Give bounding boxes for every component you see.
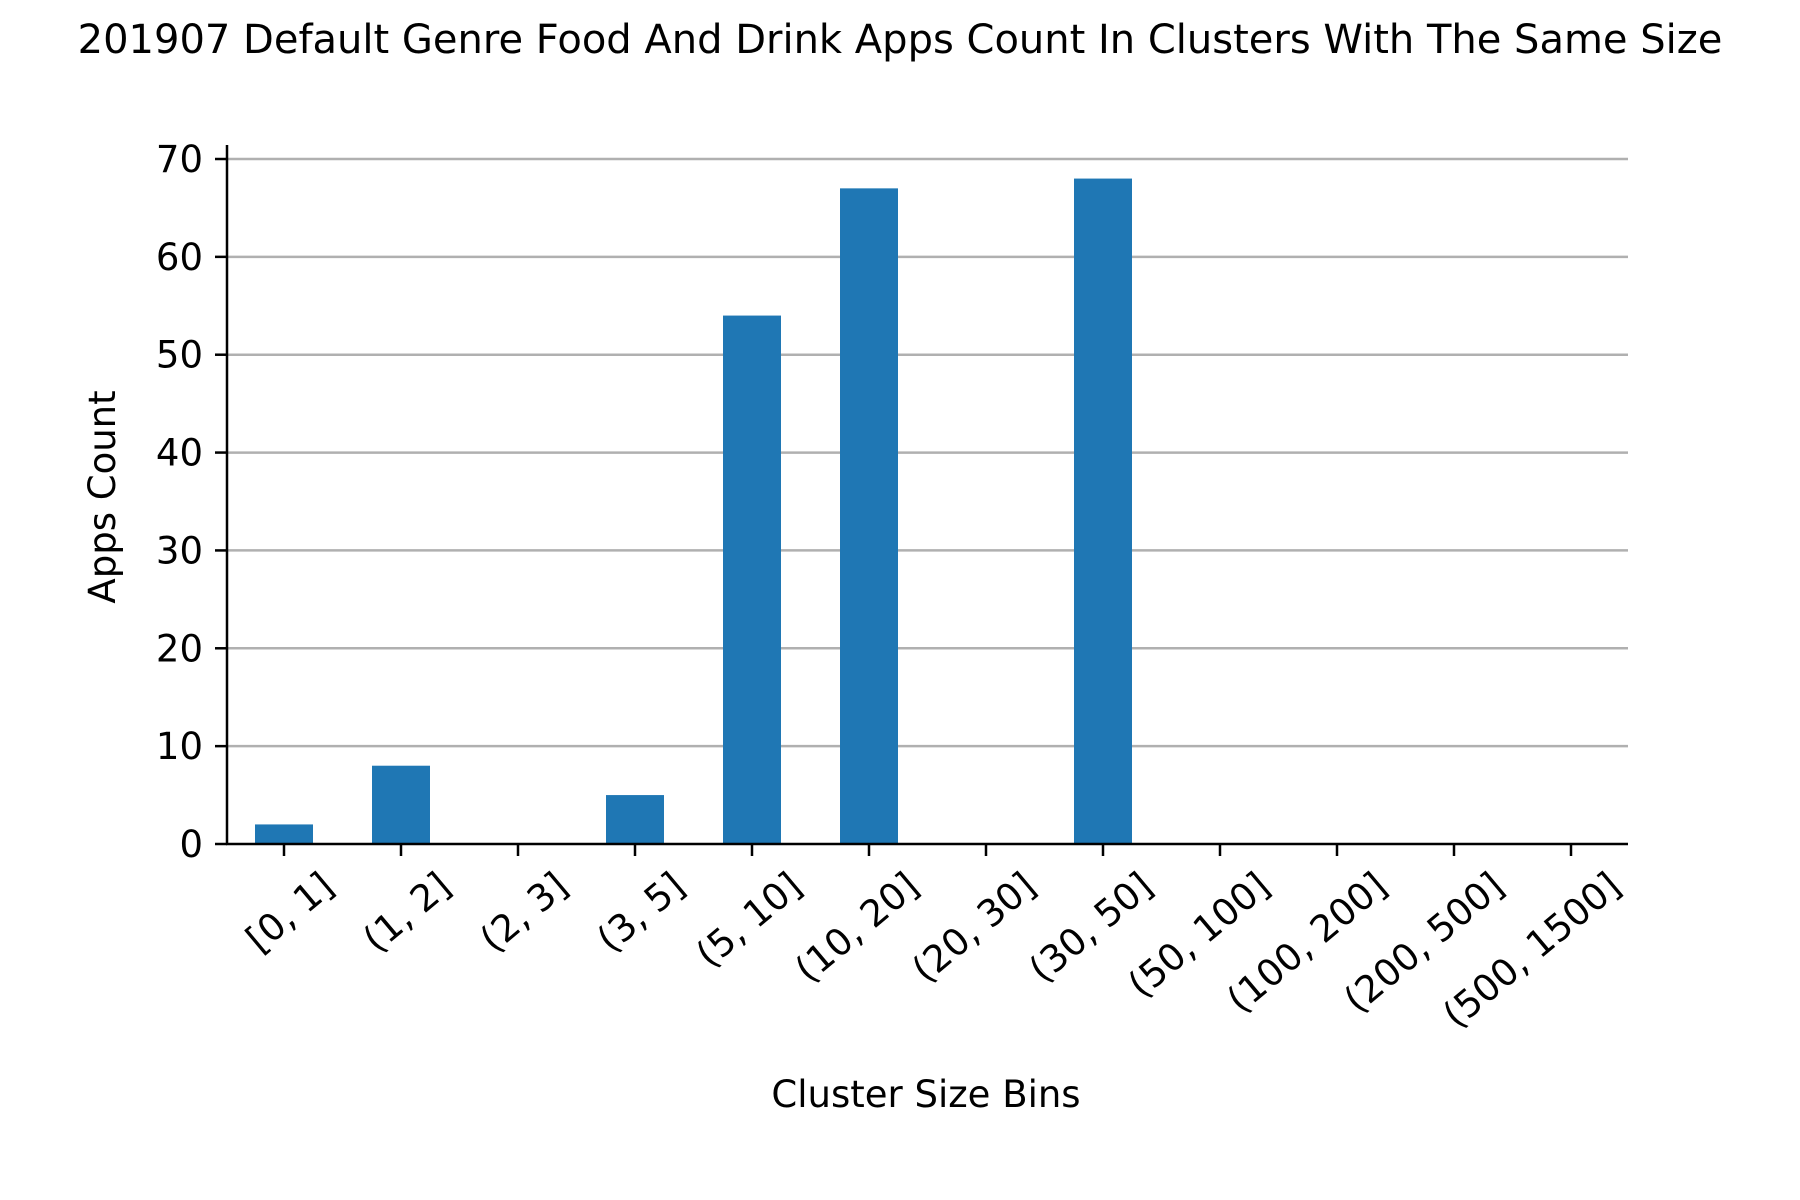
bar	[606, 795, 664, 844]
chart-title: 201907 Default Genre Food And Drink Apps…	[78, 17, 1723, 63]
x-axis-label: Cluster Size Bins	[771, 1073, 1080, 1116]
bar	[723, 315, 781, 845]
x-tick-label: [0, 1]	[238, 864, 342, 961]
y-tick-label: 40	[156, 432, 203, 475]
y-tick-label: 20	[156, 627, 203, 670]
x-tick-label: (20, 30]	[904, 864, 1044, 991]
grid-lines	[227, 157, 1628, 748]
y-tick-label: 70	[156, 138, 203, 181]
y-tick-label: 10	[156, 725, 203, 768]
y-tick-label: 60	[156, 236, 203, 279]
x-tick-label: (1, 2]	[355, 864, 459, 961]
y-tick-label: 50	[156, 334, 203, 377]
bar	[255, 824, 313, 844]
y-axis-label: Apps Count	[81, 390, 124, 603]
x-tick-label: (2, 3]	[472, 864, 576, 961]
bars	[255, 178, 1132, 845]
bar	[1074, 178, 1132, 845]
y-tick-label: 0	[179, 823, 203, 866]
bar	[372, 765, 430, 844]
axes	[225, 145, 1628, 846]
bar	[840, 188, 898, 844]
y-tick-label: 30	[156, 529, 203, 572]
y-axis-ticks: 0 10 20 30 40 50 60 70	[156, 138, 227, 866]
x-tick-label: (3, 5]	[589, 864, 693, 961]
x-tick-label: (10, 20]	[787, 864, 927, 991]
x-axis-ticks: [0, 1] (1, 2] (2, 3] (3, 5](5, 10](10, 20](…	[238, 844, 1629, 1036]
